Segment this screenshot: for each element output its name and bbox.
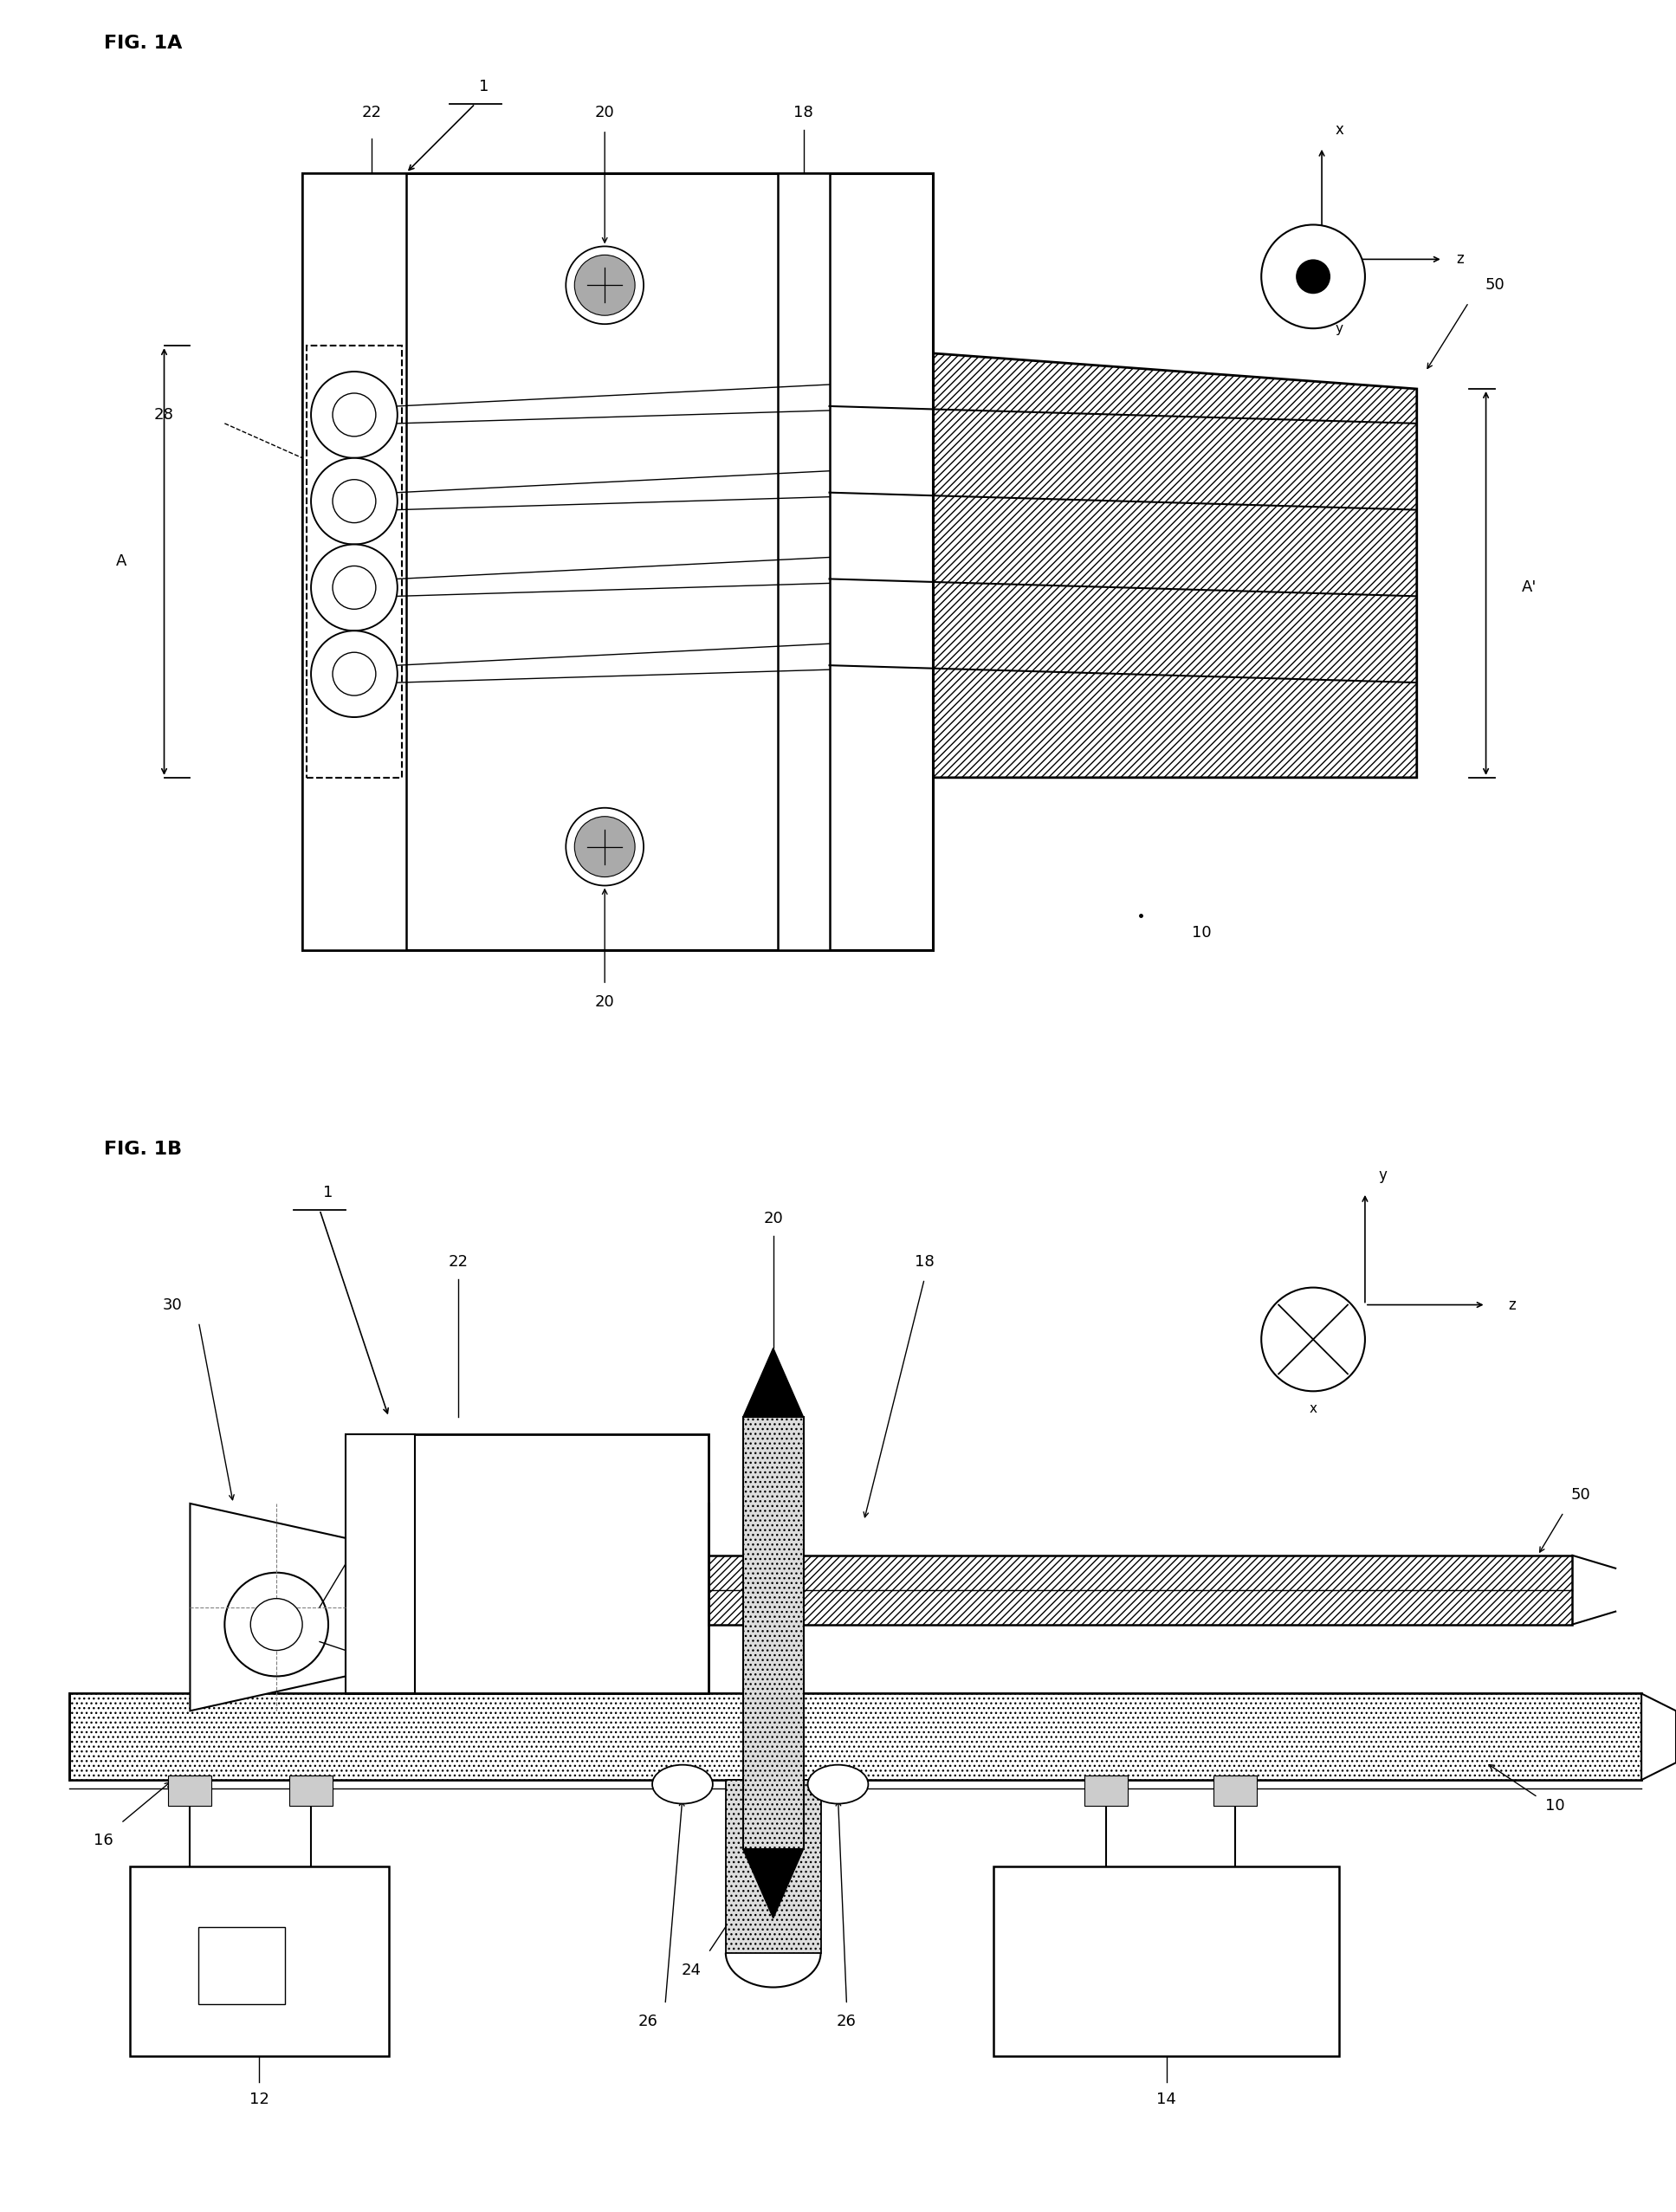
Text: 12: 12 — [250, 2093, 270, 2108]
Bar — [69, 1694, 1641, 1781]
Circle shape — [225, 1573, 328, 1677]
Text: 10: 10 — [1192, 925, 1212, 940]
Bar — [994, 1867, 1339, 2057]
Text: 20: 20 — [595, 995, 615, 1011]
Polygon shape — [1641, 1694, 1676, 1781]
Text: 14: 14 — [1156, 2093, 1177, 2108]
Circle shape — [575, 816, 635, 876]
Text: 28: 28 — [206, 1531, 226, 1546]
Text: 20: 20 — [595, 104, 615, 119]
Circle shape — [332, 653, 375, 695]
Text: 1: 1 — [323, 1186, 334, 1201]
Text: 20: 20 — [763, 1210, 783, 1225]
Text: x: x — [1309, 1402, 1317, 1416]
Bar — [307, 345, 402, 779]
Text: 10: 10 — [1545, 1798, 1565, 1814]
Text: 18: 18 — [794, 104, 813, 119]
Circle shape — [1262, 1287, 1364, 1391]
Ellipse shape — [808, 1765, 868, 1803]
Circle shape — [332, 394, 375, 436]
Circle shape — [332, 566, 375, 608]
Text: FIG. 1A: FIG. 1A — [104, 35, 183, 53]
Text: 22: 22 — [447, 1254, 468, 1270]
Circle shape — [566, 246, 644, 325]
Bar — [69, 1694, 1641, 1781]
Bar — [345, 1433, 709, 1694]
Bar — [709, 1555, 1572, 1624]
Ellipse shape — [652, 1765, 712, 1803]
Circle shape — [312, 544, 397, 630]
Circle shape — [312, 458, 397, 544]
Text: 26: 26 — [836, 2015, 856, 2031]
Bar — [1213, 1776, 1257, 1805]
Text: 18: 18 — [915, 1254, 934, 1270]
Circle shape — [566, 807, 644, 885]
Text: FIG. 1B: FIG. 1B — [104, 1141, 181, 1159]
Text: 50: 50 — [1570, 1486, 1591, 1502]
Circle shape — [575, 254, 635, 316]
Text: 26: 26 — [639, 2015, 659, 2031]
Bar — [1084, 1776, 1128, 1805]
Text: 16: 16 — [94, 1832, 114, 1849]
Bar — [726, 1781, 821, 1953]
Polygon shape — [742, 1347, 803, 1418]
Circle shape — [332, 480, 375, 522]
Text: A': A' — [1522, 580, 1537, 595]
Text: 30: 30 — [163, 1296, 183, 1312]
Bar — [290, 1776, 332, 1805]
Text: 24: 24 — [680, 1962, 701, 1978]
Text: 50: 50 — [1485, 276, 1505, 292]
Text: y: y — [1378, 1168, 1386, 1183]
Polygon shape — [189, 1504, 345, 1710]
Circle shape — [1296, 259, 1331, 294]
Polygon shape — [830, 345, 1416, 779]
Text: 22: 22 — [362, 104, 382, 119]
Bar — [778, 173, 830, 951]
Circle shape — [312, 372, 397, 458]
Text: A: A — [116, 553, 126, 568]
Bar — [129, 1867, 389, 2057]
Circle shape — [250, 1599, 302, 1650]
Bar — [742, 1418, 803, 1849]
Polygon shape — [742, 1849, 803, 1918]
Text: z: z — [1508, 1296, 1515, 1312]
Text: z: z — [1456, 252, 1463, 268]
Text: 28: 28 — [154, 407, 174, 422]
Text: 1: 1 — [479, 80, 489, 95]
Bar — [345, 1433, 414, 1694]
Circle shape — [312, 630, 397, 717]
Bar — [169, 1776, 211, 1805]
Text: x: x — [1334, 122, 1344, 137]
Circle shape — [1262, 226, 1364, 327]
Bar — [199, 1927, 285, 2004]
Bar — [302, 173, 934, 951]
Text: y: y — [1336, 323, 1342, 334]
Bar — [302, 173, 406, 951]
